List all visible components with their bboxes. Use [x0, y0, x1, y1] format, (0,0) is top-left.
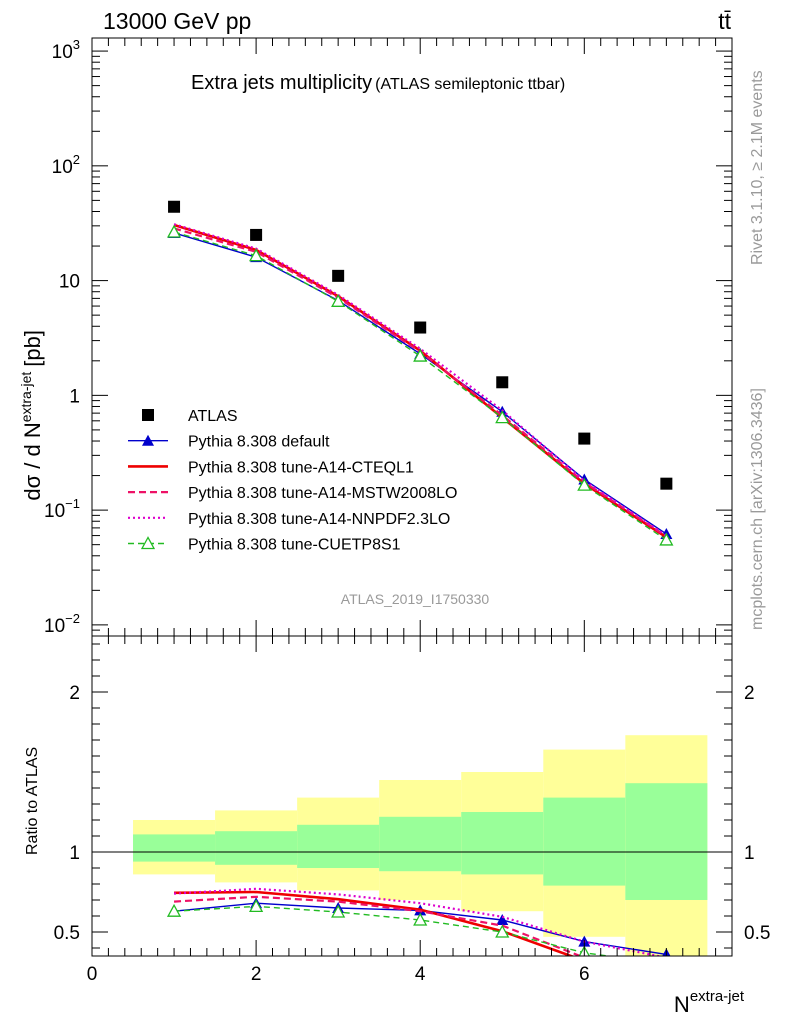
x-tick-label: 0	[87, 964, 98, 985]
data-point-0	[168, 200, 181, 213]
y-tick-label: 1	[69, 386, 80, 407]
ratio-y-tick-label-right: 0.5	[744, 923, 770, 944]
rivet-label: Rivet 3.1.10, ≥ 2.1M events	[749, 70, 766, 265]
uncertainty-band-inner	[461, 812, 544, 875]
uncertainty-band-inner	[133, 834, 216, 862]
y-tick-label: 10−1	[44, 496, 80, 522]
y-tick-label: 10−2	[44, 611, 80, 637]
ratio-point-4	[413, 912, 428, 926]
legend-entry-label: Pythia 8.308 tune-A14-NNPDF2.3LO	[188, 511, 450, 528]
ratio-point-4	[331, 904, 346, 918]
legend: ATLAS Pythia 8.308 default Pythia 8.308 tu…	[128, 408, 457, 554]
ratio-point-4	[166, 903, 182, 917]
ratio-y-tick-label-left: 1	[69, 843, 80, 864]
main-series-layer	[166, 200, 674, 546]
data-point-0	[332, 269, 345, 282]
legend-entry-label: Pythia 8.308 tune-CUETP8S1	[188, 537, 401, 554]
energy-label: 13000 GeV pp	[103, 8, 251, 34]
x-tick-label: 4	[415, 964, 426, 985]
data-point-0	[578, 432, 591, 445]
legend-entry-label: ATLAS	[188, 408, 238, 425]
uncertainty-band-inner	[379, 816, 462, 872]
x-tick-label: 6	[579, 964, 590, 985]
ratio-point-4	[495, 924, 510, 938]
mcplots-label: mcplots.cern.ch [arXiv:1306.3436]	[749, 388, 766, 630]
analysis-label: ATLAS_2019_I1750330	[341, 591, 490, 607]
uncertainty-band-inner	[543, 797, 626, 886]
ratio-y-axis-label: Ratio to ATLAS	[24, 747, 41, 855]
uncertainty-band-inner	[215, 831, 298, 865]
data-point-5	[166, 224, 182, 238]
y-tick-label: 103	[52, 37, 80, 63]
data-point-0	[496, 376, 509, 389]
data-point-0	[414, 321, 427, 334]
legend-entry-label: Pythia 8.308 tune-A14-MSTW2008LO	[188, 485, 457, 502]
legend-entry-label: Pythia 8.308 default	[188, 434, 330, 451]
ratio-y-tick-label-right: 2	[744, 683, 755, 704]
data-point-0	[250, 228, 263, 241]
data-point-5	[331, 293, 346, 307]
ratio-frame	[91, 635, 733, 957]
ratio-y-tick-label-right: 1	[744, 843, 755, 864]
ratio-y-tick-label-left: 2	[69, 683, 80, 704]
ratio-point-0	[496, 914, 509, 925]
main-y-axis-label: dσ / d Nextra-jet[pb]	[18, 330, 45, 501]
chart-subtitle: (ATLAS semileptonic ttbar)	[375, 76, 565, 93]
ratio-point-4	[660, 958, 672, 969]
ratio-tick-labels: 0.5 0.5 1 1 2 2 0 2 4 6	[54, 683, 771, 985]
y-tick-label: 10	[59, 272, 80, 293]
ratio-point-4	[249, 899, 264, 913]
uncertainty-band-inner	[297, 824, 380, 868]
legend-marker	[142, 434, 154, 446]
y-tick-label: 102	[52, 152, 80, 178]
data-point-5	[413, 348, 428, 362]
ratio-line-1	[174, 890, 575, 956]
data-point-5	[249, 248, 264, 262]
x-tick-label: 2	[251, 964, 262, 985]
process-label: tt̄	[718, 8, 731, 34]
ratio-line-2	[173, 895, 584, 956]
ratio-axis-ticks	[91, 636, 732, 956]
data-point-5	[495, 410, 510, 424]
ratio-y-tick-label-left: 0.5	[54, 923, 80, 944]
main-axis-ticks	[91, 38, 732, 637]
x-axis-label: Nextra-jet	[674, 988, 745, 1017]
legend-marker	[140, 536, 156, 550]
uncertainty-band-inner	[625, 783, 708, 900]
data-point-5	[577, 477, 592, 491]
data-point-0	[660, 477, 673, 490]
data-point-5	[659, 532, 674, 546]
ratio-bands	[133, 735, 708, 956]
legend-marker	[142, 409, 154, 421]
legend-entry-label: Pythia 8.308 tune-A14-CTEQL1	[188, 459, 414, 476]
ratio-panel: 0.5 0.5 1 1 2 2 0 2 4 6 Ratio to ATLAS Nextra-jet	[24, 635, 771, 1017]
chart-title: Extra jets multiplicity (ATLAS semilepton…	[191, 72, 565, 94]
